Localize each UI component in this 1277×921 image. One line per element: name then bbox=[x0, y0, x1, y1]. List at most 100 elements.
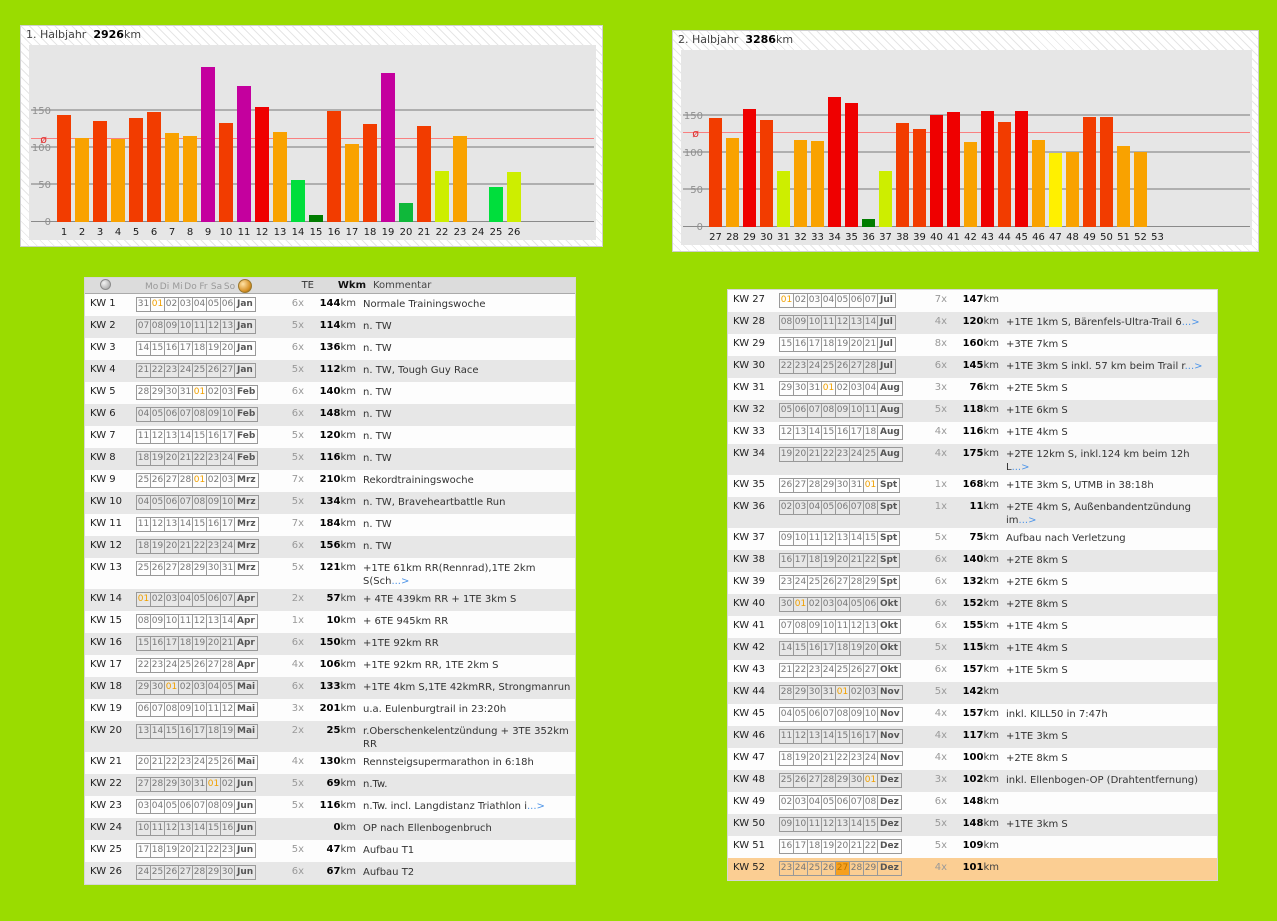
day-box[interactable]: 26 bbox=[150, 473, 165, 488]
day-box[interactable]: 02 bbox=[206, 385, 221, 400]
day-box[interactable]: 17 bbox=[164, 636, 179, 651]
day-box[interactable]: 31 bbox=[807, 381, 822, 396]
day-box[interactable]: 25 bbox=[807, 575, 822, 590]
day-box[interactable]: 16 bbox=[150, 636, 165, 651]
day-box[interactable]: 26 bbox=[192, 658, 207, 673]
day-box[interactable]: 21 bbox=[136, 363, 151, 378]
day-box[interactable]: 09 bbox=[220, 799, 235, 814]
day-box[interactable]: 22 bbox=[779, 359, 794, 374]
day-box[interactable]: 25 bbox=[835, 663, 850, 678]
day-box[interactable]: 16 bbox=[793, 337, 808, 352]
day-box[interactable]: 29 bbox=[821, 478, 836, 493]
day-box[interactable]: 14 bbox=[178, 517, 193, 532]
day-box[interactable]: 15 bbox=[192, 429, 207, 444]
day-box[interactable]: 05 bbox=[849, 597, 864, 612]
day-box[interactable]: 21 bbox=[821, 751, 836, 766]
day-box[interactable]: 06 bbox=[178, 799, 193, 814]
day-box[interactable]: 14 bbox=[849, 817, 864, 832]
day-box[interactable]: 03 bbox=[821, 597, 836, 612]
day-box[interactable]: 17 bbox=[821, 641, 836, 656]
day-box[interactable]: 10 bbox=[164, 614, 179, 629]
day-box[interactable]: 03 bbox=[863, 685, 878, 700]
day-box-today[interactable]: 27 bbox=[835, 861, 850, 876]
day-box[interactable]: 09 bbox=[164, 319, 179, 334]
day-box[interactable]: 16 bbox=[779, 839, 794, 854]
day-box[interactable]: 15 bbox=[779, 337, 794, 352]
day-box[interactable]: 29 bbox=[863, 861, 878, 876]
day-box[interactable]: 26 bbox=[779, 478, 794, 493]
day-box[interactable]: 25 bbox=[192, 363, 207, 378]
day-box[interactable]: 12 bbox=[821, 531, 836, 546]
day-box[interactable]: 04 bbox=[136, 495, 151, 510]
day-box[interactable]: 08 bbox=[150, 319, 165, 334]
day-box[interactable]: 09 bbox=[849, 707, 864, 722]
day-box[interactable]: 22 bbox=[863, 553, 878, 568]
day-box[interactable]: 04 bbox=[807, 795, 822, 810]
day-box[interactable]: 20 bbox=[835, 553, 850, 568]
day-box[interactable]: 23 bbox=[835, 447, 850, 462]
day-box[interactable]: 14 bbox=[821, 729, 836, 744]
day-box[interactable]: 14 bbox=[136, 341, 151, 356]
day-box[interactable]: 11 bbox=[835, 619, 850, 634]
day-box[interactable]: 21 bbox=[150, 755, 165, 770]
day-box[interactable]: 19 bbox=[220, 724, 235, 739]
day-box[interactable]: 09 bbox=[807, 619, 822, 634]
day-box[interactable]: 07 bbox=[220, 592, 235, 607]
day-box[interactable]: 22 bbox=[206, 843, 221, 858]
day-box[interactable]: 16 bbox=[835, 425, 850, 440]
day-box[interactable]: 20 bbox=[793, 447, 808, 462]
day-box[interactable]: 28 bbox=[849, 575, 864, 590]
day-box[interactable]: 02 bbox=[206, 473, 221, 488]
day-box[interactable]: 18 bbox=[206, 724, 221, 739]
day-box[interactable]: 05 bbox=[150, 495, 165, 510]
day-box[interactable]: 18 bbox=[150, 843, 165, 858]
day-box[interactable]: 18 bbox=[863, 425, 878, 440]
day-box[interactable]: 15 bbox=[821, 425, 836, 440]
day-box[interactable]: 30 bbox=[849, 773, 864, 788]
day-box[interactable]: 02 bbox=[835, 381, 850, 396]
day-box[interactable]: 04 bbox=[136, 407, 151, 422]
day-box[interactable]: 27 bbox=[164, 561, 179, 576]
day-box[interactable]: 02 bbox=[807, 597, 822, 612]
day-box[interactable]: 28 bbox=[192, 865, 207, 880]
day-box[interactable]: 12 bbox=[206, 319, 221, 334]
day-box[interactable]: 14 bbox=[220, 614, 235, 629]
day-box[interactable]: 23 bbox=[779, 861, 794, 876]
day-box[interactable]: 07 bbox=[821, 707, 836, 722]
day-box[interactable]: 24 bbox=[136, 865, 151, 880]
day-box[interactable]: 15 bbox=[863, 817, 878, 832]
day-box[interactable]: 18 bbox=[835, 641, 850, 656]
day-box[interactable]: 15 bbox=[863, 531, 878, 546]
day-box[interactable]: 17 bbox=[849, 425, 864, 440]
day-box[interactable]: 01 bbox=[192, 385, 207, 400]
day-box[interactable]: 01 bbox=[835, 685, 850, 700]
day-box[interactable]: 18 bbox=[136, 539, 151, 554]
day-box[interactable]: 15 bbox=[164, 724, 179, 739]
day-box[interactable]: 08 bbox=[863, 795, 878, 810]
day-box[interactable]: 06 bbox=[807, 707, 822, 722]
day-box[interactable]: 12 bbox=[849, 619, 864, 634]
day-box[interactable]: 20 bbox=[178, 843, 193, 858]
day-box[interactable]: 20 bbox=[835, 839, 850, 854]
day-box[interactable]: 16 bbox=[807, 641, 822, 656]
day-box[interactable]: 30 bbox=[220, 865, 235, 880]
day-box[interactable]: 17 bbox=[178, 341, 193, 356]
day-box[interactable]: 03 bbox=[220, 385, 235, 400]
day-box[interactable]: 22 bbox=[192, 539, 207, 554]
day-box[interactable]: 18 bbox=[807, 553, 822, 568]
day-box[interactable]: 03 bbox=[220, 473, 235, 488]
day-box[interactable]: 12 bbox=[793, 729, 808, 744]
day-box[interactable]: 14 bbox=[807, 425, 822, 440]
day-box[interactable]: 21 bbox=[849, 553, 864, 568]
day-box[interactable]: 19 bbox=[779, 447, 794, 462]
day-box[interactable]: 13 bbox=[164, 429, 179, 444]
day-box[interactable]: 24 bbox=[220, 539, 235, 554]
day-box[interactable]: 09 bbox=[835, 403, 850, 418]
day-box[interactable]: 27 bbox=[863, 663, 878, 678]
day-box[interactable]: 22 bbox=[821, 447, 836, 462]
day-box[interactable]: 10 bbox=[849, 403, 864, 418]
day-box[interactable]: 26 bbox=[793, 773, 808, 788]
day-box[interactable]: 31 bbox=[849, 478, 864, 493]
day-box[interactable]: 31 bbox=[178, 385, 193, 400]
day-box[interactable]: 20 bbox=[807, 751, 822, 766]
